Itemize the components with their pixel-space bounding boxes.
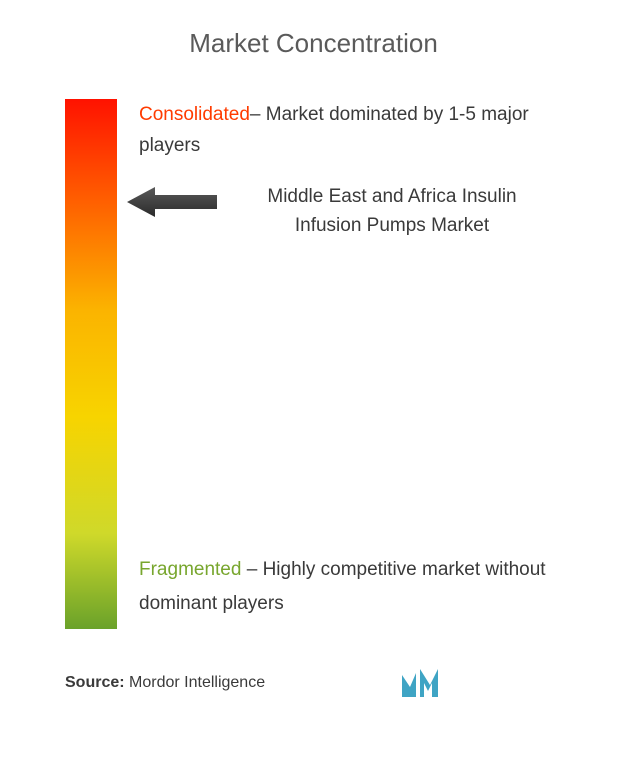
consolidated-label: Consolidated (139, 104, 250, 125)
consolidated-description: Consolidated– Market dominated by 1-5 ma… (139, 99, 592, 162)
market-name: Middle East and Africa Insulin Infusion … (237, 183, 547, 240)
fragmented-label: Fragmented (139, 559, 241, 580)
mordor-logo-icon (402, 669, 442, 697)
arrow-left-icon (127, 187, 217, 222)
fragmented-description: Fragmented – Highly competitive market w… (139, 553, 592, 621)
page-title: Market Concentration (35, 28, 592, 59)
descriptions-column: Consolidated– Market dominated by 1-5 ma… (139, 99, 592, 629)
source-text: Source: Mordor Intelligence (65, 674, 265, 692)
source-value: Mordor Intelligence (129, 674, 265, 691)
source-label: Source: (65, 674, 125, 691)
source-row: Source: Mordor Intelligence (65, 669, 442, 697)
market-pointer: Middle East and Africa Insulin Infusion … (127, 183, 547, 240)
main-content: Consolidated– Market dominated by 1-5 ma… (35, 99, 592, 629)
concentration-gradient-bar (65, 99, 117, 629)
